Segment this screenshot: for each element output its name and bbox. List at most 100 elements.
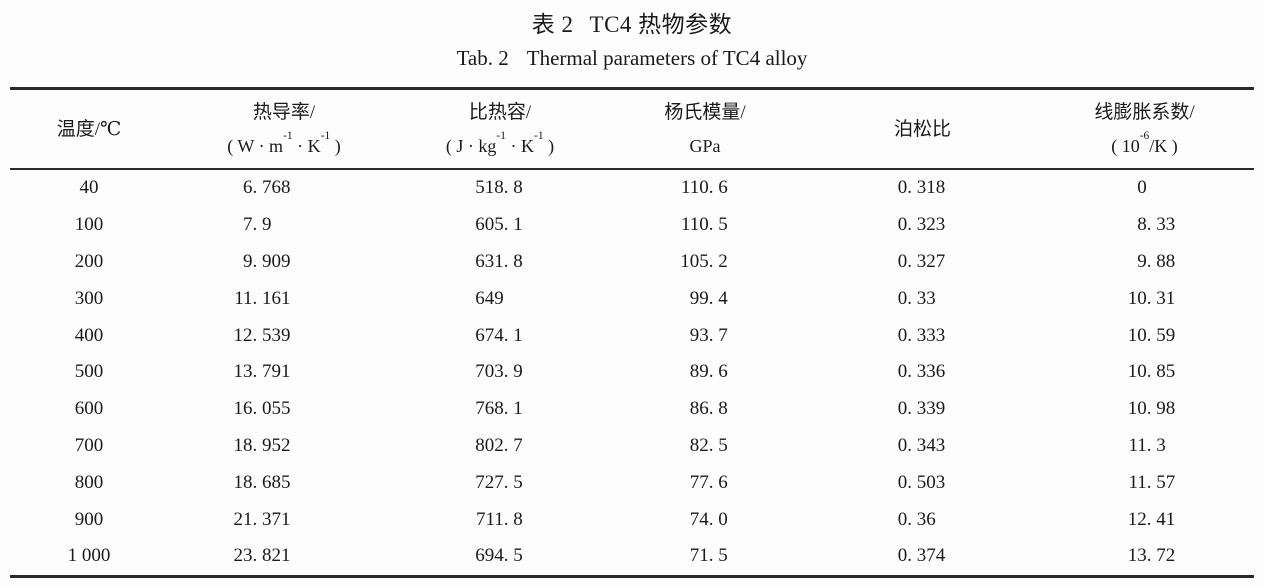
cell-youngs-modulus: 89. 6	[689, 361, 728, 383]
cell-thermal-conductivity: 16. 055	[233, 398, 291, 420]
cell-specific-heat: 518. 8	[475, 177, 523, 199]
cell-linear-expansion: 13. 72	[1127, 545, 1176, 567]
cell-linear-expansion: 10. 98	[1127, 398, 1176, 420]
cell-specific-heat: 703. 9	[475, 361, 523, 383]
table-row: 900 21. 371 711. 8 74. 0 0. 36 12. 41	[10, 501, 1254, 538]
table-row: 200 9. 909 631. 8 105. 2 0. 327 9. 88	[10, 244, 1254, 281]
cell-youngs-modulus: 77. 6	[689, 471, 728, 493]
table-row: 100 7. 9 605. 1 110. 5 0. 323 8. 33	[10, 207, 1254, 244]
column-header-unit: ( J · kg-1 · K-1 )	[445, 130, 555, 156]
table-row: 500 13. 791 703. 9 89. 6 0. 336 10. 85	[10, 354, 1254, 391]
cell-linear-expansion: 10. 85	[1127, 361, 1176, 383]
cell-specific-heat: 711. 8	[476, 508, 523, 530]
column-header-label: 泊松比	[893, 118, 951, 140]
cell-poissons-ratio: 0. 33	[897, 287, 936, 309]
cell-youngs-modulus: 71. 5	[689, 545, 728, 567]
column-header-poissons-ratio: 泊松比	[810, 89, 1035, 170]
thermal-parameters-table: 温度/℃ 热导率/ ( W · m-1 · K-1 ) 比热容/ ( J · kg-1 …	[10, 87, 1254, 578]
cell-youngs-modulus: 110. 5	[681, 214, 728, 236]
table-header: 温度/℃ 热导率/ ( W · m-1 · K-1 ) 比热容/ ( J · kg-1 …	[10, 89, 1254, 170]
table-row: 1 000 23. 821 694. 5 71. 5 0. 374 13. 72	[10, 538, 1254, 576]
cell-specific-heat: 674. 1	[475, 324, 523, 346]
cell-poissons-ratio: 0. 343	[897, 434, 946, 456]
column-header-thermal-conductivity: 热导率/ ( W · m-1 · K-1 )	[168, 89, 400, 170]
cell-thermal-conductivity: 21. 371	[233, 508, 291, 530]
cell-poissons-ratio: 0. 333	[897, 324, 946, 346]
cell-youngs-modulus: 74. 0	[689, 508, 728, 530]
cell-youngs-modulus: 93. 7	[689, 324, 728, 346]
column-header-unit: ( 10-6/K )	[1111, 130, 1178, 156]
cell-poissons-ratio: 0. 323	[897, 214, 946, 236]
column-header-youngs-modulus: 杨氏模量/GPa	[600, 89, 810, 170]
cell-youngs-modulus: 82. 5	[689, 434, 728, 456]
cell-thermal-conductivity: 11. 161	[234, 287, 291, 309]
column-header-label: 温度/℃	[56, 118, 122, 140]
cell-linear-expansion: 10. 31	[1127, 287, 1176, 309]
cell-thermal-conductivity: 6. 768	[243, 177, 291, 199]
column-header-linear-expansion: 线膨胀系数/ ( 10-6/K )	[1035, 89, 1254, 170]
table-number-en: Tab. 2	[456, 46, 509, 70]
cell-thermal-conductivity: 23. 821	[233, 545, 291, 567]
table-number-zh: 表 2	[531, 12, 574, 37]
cell-poissons-ratio: 0. 374	[897, 545, 946, 567]
cell-temperature: 200	[74, 250, 104, 272]
cell-linear-expansion: 11. 3	[1128, 434, 1166, 456]
cell-linear-expansion: 10. 59	[1127, 324, 1176, 346]
cell-poissons-ratio: 0. 339	[897, 398, 946, 420]
cell-poissons-ratio: 0. 327	[897, 250, 946, 272]
cell-specific-heat: 649	[475, 287, 504, 309]
cell-specific-heat: 768. 1	[475, 398, 523, 420]
cell-linear-expansion: 9. 88	[1137, 250, 1176, 272]
cell-thermal-conductivity: 12. 539	[233, 324, 291, 346]
column-header-temperature: 温度/℃	[10, 89, 168, 170]
cell-youngs-modulus: 99. 4	[689, 287, 728, 309]
cell-poissons-ratio: 0. 336	[897, 361, 946, 383]
table-row: 400 12. 539 674. 1 93. 7 0. 333 10. 59	[10, 317, 1254, 354]
cell-temperature: 40	[79, 177, 99, 199]
table-row: 700 18. 952 802. 7 82. 5 0. 343 11. 3	[10, 428, 1254, 465]
cell-youngs-modulus: 110. 6	[681, 177, 728, 199]
table-captions: 表 2 TC4 热物参数 Tab. 2 Thermal parameters of …	[0, 0, 1264, 75]
table-row: 300 11. 161 649 99. 4 0. 33 10. 31	[10, 280, 1254, 317]
column-header-label: 比热容/	[468, 102, 532, 123]
cell-temperature: 300	[74, 287, 104, 309]
table-body: 40 6. 768 518. 8 110. 6 0. 318 0 100 7. 9 605. 1…	[10, 169, 1254, 576]
column-header-specific-heat: 比热容/ ( J · kg-1 · K-1 )	[400, 89, 600, 170]
column-header-label: 杨氏模量/	[664, 102, 746, 123]
cell-poissons-ratio: 0. 36	[897, 508, 936, 530]
column-header-unit: GPa	[689, 136, 721, 156]
table-row: 40 6. 768 518. 8 110. 6 0. 318 0	[10, 169, 1254, 207]
cell-specific-heat: 802. 7	[475, 434, 523, 456]
cell-linear-expansion: 12. 41	[1127, 508, 1176, 530]
cell-temperature: 700	[74, 434, 104, 456]
cell-thermal-conductivity: 9. 909	[243, 250, 291, 272]
cell-poissons-ratio: 0. 503	[897, 471, 946, 493]
cell-temperature: 100	[74, 214, 104, 236]
table-title-en: Tab. 2 Thermal parameters of TC4 alloy	[0, 41, 1264, 75]
cell-youngs-modulus: 86. 8	[689, 398, 728, 420]
cell-linear-expansion: 11. 57	[1128, 471, 1176, 493]
column-header-unit: ( W · m-1 · K-1 )	[227, 130, 341, 156]
cell-linear-expansion: 8. 33	[1137, 214, 1176, 236]
cell-specific-heat: 694. 5	[475, 545, 523, 567]
cell-temperature: 900	[74, 508, 104, 530]
table-title-zh: 表 2 TC4 热物参数	[0, 9, 1264, 41]
cell-youngs-modulus: 105. 2	[680, 250, 728, 272]
cell-thermal-conductivity: 18. 952	[233, 434, 291, 456]
cell-temperature: 600	[74, 398, 104, 420]
cell-thermal-conductivity: 13. 791	[233, 361, 291, 383]
cell-linear-expansion: 0	[1137, 177, 1147, 199]
cell-temperature: 400	[74, 324, 104, 346]
cell-thermal-conductivity: 7. 9	[243, 214, 272, 236]
cell-temperature: 1 000	[67, 545, 111, 567]
cell-thermal-conductivity: 18. 685	[233, 471, 291, 493]
table-row: 600 16. 055 768. 1 86. 8 0. 339 10. 98	[10, 391, 1254, 428]
cell-poissons-ratio: 0. 318	[897, 177, 946, 199]
table-caption-en: Thermal parameters of TC4 alloy	[526, 46, 808, 70]
header-row: 温度/℃ 热导率/ ( W · m-1 · K-1 ) 比热容/ ( J · kg-1 …	[10, 89, 1254, 170]
cell-specific-heat: 605. 1	[475, 214, 523, 236]
cell-specific-heat: 631. 8	[475, 250, 523, 272]
column-header-label: 热导率/	[252, 102, 316, 123]
cell-specific-heat: 727. 5	[475, 471, 523, 493]
